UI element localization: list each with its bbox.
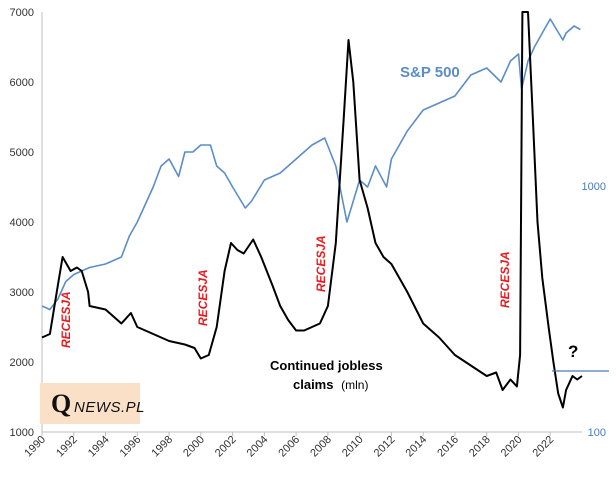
recession-label-1991: RECESJA (59, 291, 73, 348)
y-tick-left-1000: 1000 (10, 427, 34, 439)
x-tick-1996: 1996 (118, 434, 144, 460)
x-tick-2016: 2016 (435, 434, 461, 460)
x-tick-1998: 1998 (149, 434, 175, 460)
x-tick-2022: 2022 (531, 434, 557, 460)
y-tick-left-7000: 7000 (10, 7, 34, 19)
x-tick-2010: 2010 (340, 434, 366, 460)
recession-label-2020: RECESJA (498, 251, 512, 308)
y-tick-left-2000: 2000 (10, 357, 34, 369)
y-axis-left-ticks: 1000 2000 3000 4000 5000 6000 7000 (10, 7, 34, 439)
x-tick-2020: 2020 (499, 434, 525, 460)
recession-label-2001: RECESJA (196, 269, 210, 326)
x-tick-2004: 2004 (245, 434, 271, 460)
y-tick-left-5000: 5000 (10, 147, 34, 159)
claims-label-line1: Continued jobless (270, 358, 383, 373)
x-tick-2012: 2012 (372, 434, 398, 460)
y-axis-right-ticks: 100 1000 (582, 181, 606, 439)
claims-unit-label: (mln) (341, 378, 368, 392)
jobless-claims-line (41, 11, 583, 409)
sp500-line (41, 18, 581, 311)
x-tick-2014: 2014 (403, 434, 429, 460)
question-mark: ? (568, 342, 578, 361)
logo-background (40, 383, 140, 424)
x-axis-ticks: 1990 1992 1994 1996 1998 2000 2002 2004 2006 2008… (22, 432, 556, 459)
claims-label-line2: claims (mln) (293, 377, 368, 392)
logo-q: Q (51, 389, 72, 418)
y-tick-left-4000: 4000 (10, 217, 34, 229)
x-tick-2002: 2002 (213, 434, 239, 460)
y-tick-right-100: 100 (588, 427, 606, 439)
x-tick-2000: 2000 (181, 434, 207, 460)
x-tick-2008: 2008 (308, 434, 334, 460)
claims-label-word: claims (293, 377, 333, 392)
x-tick-2006: 2006 (276, 434, 302, 460)
y-tick-right-1000: 1000 (582, 181, 606, 193)
y-tick-left-6000: 6000 (10, 77, 34, 89)
y-tick-left-3000: 3000 (10, 287, 34, 299)
sp500-label: S&P 500 (400, 64, 460, 81)
logo-text: NEWS.PL (74, 399, 146, 416)
x-tick-1994: 1994 (86, 434, 112, 460)
x-tick-1992: 1992 (54, 434, 80, 460)
recession-label-2008: RECESJA (314, 235, 328, 292)
x-tick-2018: 2018 (467, 434, 493, 460)
